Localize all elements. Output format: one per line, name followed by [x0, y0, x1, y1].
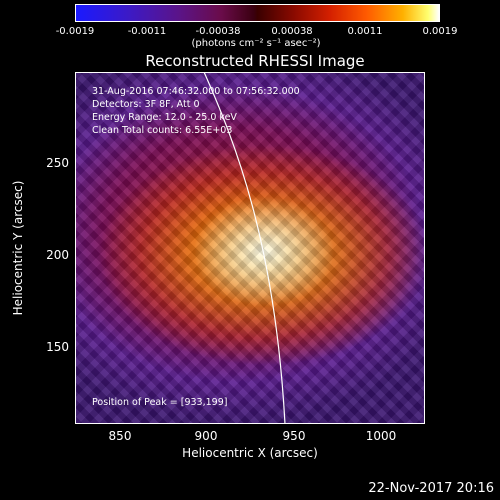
y-tick: 250	[46, 156, 69, 170]
energy-range: Energy Range: 12.0 - 25.0 keV	[92, 112, 237, 123]
y-tick: 150	[46, 340, 69, 354]
x-axis-label: Heliocentric X (arcsec)	[182, 446, 318, 460]
rhessi-image: 31-Aug-2016 07:46:32.000 to 07:56:32.000…	[75, 72, 425, 424]
colorbar	[75, 4, 440, 22]
peak-position: Position of Peak = [933,199]	[92, 397, 228, 408]
x-tick: 950	[282, 429, 306, 443]
timestamp: 22-Nov-2017 20:16	[368, 481, 494, 496]
solar-limb	[203, 72, 286, 424]
x-tick: 900	[194, 429, 218, 443]
colorbar-tick: -0.0011	[127, 26, 167, 37]
y-axis-label: Heliocentric Y (arcsec)	[11, 180, 25, 316]
colorbar-units: (photons cm⁻² s⁻¹ asec⁻²)	[191, 38, 321, 49]
colorbar-tick: -0.0019	[55, 26, 95, 37]
colorbar-tick: -0.00038	[195, 26, 241, 37]
time-range: 31-Aug-2016 07:46:32.000 to 07:56:32.000	[92, 86, 300, 97]
colorbar-tick: 0.0011	[347, 26, 383, 37]
clean-counts: Clean Total counts: 6.55E+03	[92, 125, 233, 136]
image-title: Reconstructed RHESSI Image	[145, 52, 365, 70]
image-texture	[75, 72, 425, 424]
detectors: Detectors: 3F 8F, Att 0	[92, 99, 200, 110]
colorbar-tick: 0.0019	[422, 26, 458, 37]
x-tick: 1000	[365, 429, 397, 443]
x-tick: 850	[108, 429, 132, 443]
y-tick: 200	[46, 248, 69, 262]
colorbar-tick: 0.00038	[271, 26, 313, 37]
